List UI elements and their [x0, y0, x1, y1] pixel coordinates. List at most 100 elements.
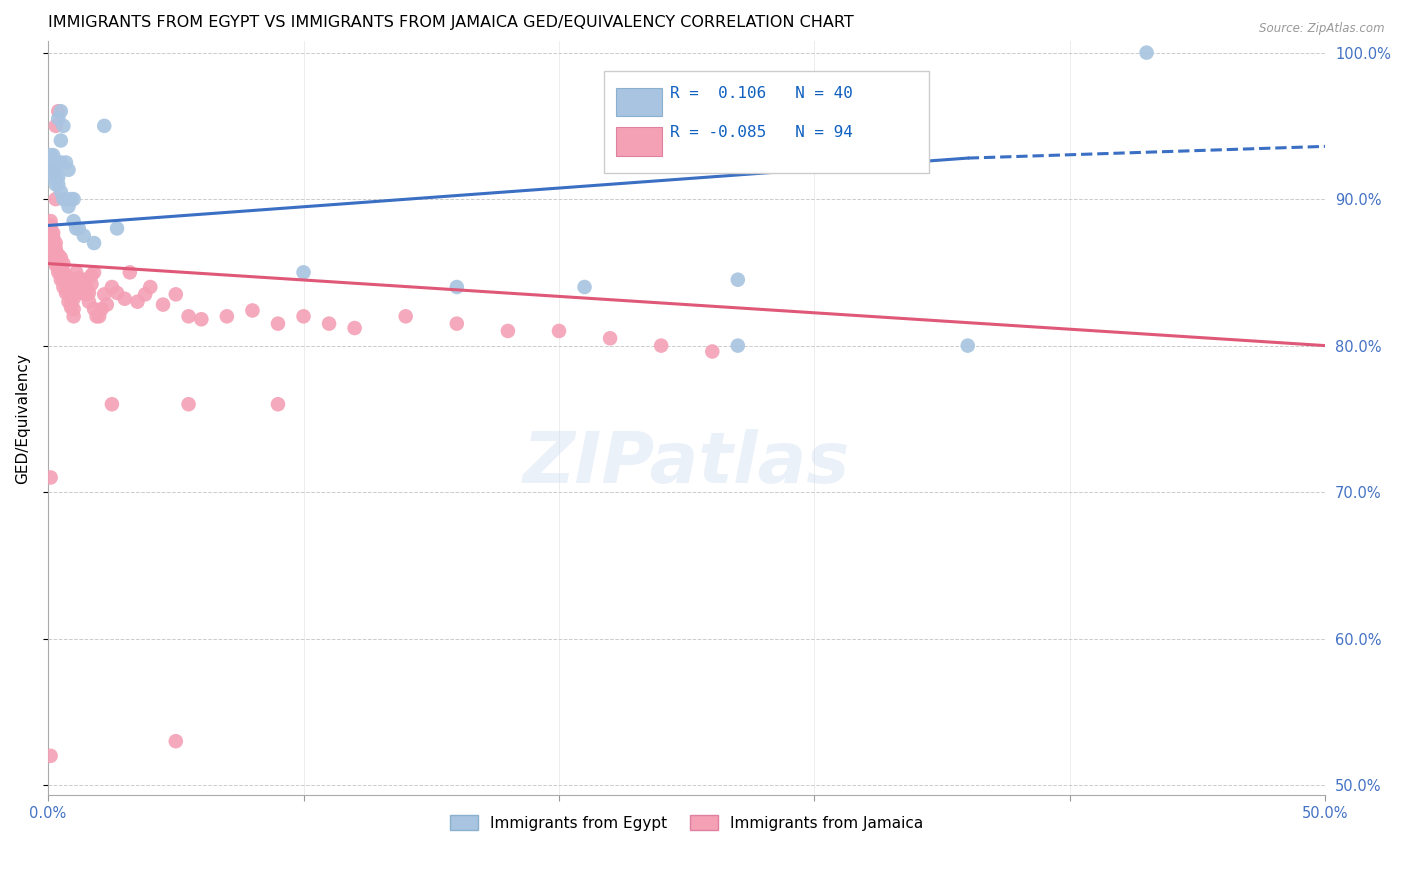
Point — [46, 170, 69, 185]
Point — [45, 258, 67, 272]
Point — [49, 134, 72, 148]
Point — [49, 251, 72, 265]
Point — [39, 162, 62, 177]
Point — [446, 317, 468, 331]
Point — [65, 221, 87, 235]
Point — [55, 285, 77, 300]
Point — [177, 310, 200, 324]
Point — [46, 260, 69, 274]
Point — [96, 297, 118, 311]
Point — [42, 244, 65, 258]
Point — [58, 285, 80, 300]
Y-axis label: GED/Equivalency: GED/Equivalency — [15, 352, 30, 483]
Point — [62, 310, 84, 324]
Point — [45, 246, 67, 260]
Point — [46, 112, 69, 126]
Point — [46, 265, 69, 279]
Point — [62, 283, 84, 297]
Point — [292, 310, 315, 324]
FancyBboxPatch shape — [616, 127, 662, 155]
Point — [105, 221, 128, 235]
Point — [58, 277, 80, 291]
Point — [46, 104, 69, 119]
Point — [496, 324, 519, 338]
Point — [42, 251, 65, 265]
Point — [727, 273, 749, 287]
Point — [39, 148, 62, 162]
Point — [49, 185, 72, 199]
Point — [101, 280, 124, 294]
Point — [395, 310, 418, 324]
Text: IMMIGRANTS FROM EGYPT VS IMMIGRANTS FROM JAMAICA GED/EQUIVALENCY CORRELATION CHA: IMMIGRANTS FROM EGYPT VS IMMIGRANTS FROM… — [48, 15, 853, 30]
Point — [39, 224, 62, 238]
Point — [446, 280, 468, 294]
Point — [60, 301, 83, 315]
Point — [49, 155, 72, 169]
Point — [77, 294, 100, 309]
Point — [727, 338, 749, 352]
Point — [134, 287, 156, 301]
Point — [152, 297, 174, 311]
Point — [45, 155, 67, 169]
Point — [39, 228, 62, 243]
Point — [45, 251, 67, 265]
Point — [60, 292, 83, 306]
Point — [42, 235, 65, 250]
Point — [343, 321, 366, 335]
Point — [42, 170, 65, 185]
Point — [80, 277, 103, 291]
Point — [67, 221, 90, 235]
Point — [105, 285, 128, 300]
Point — [52, 265, 75, 279]
Point — [42, 230, 65, 244]
Text: ZIPatlas: ZIPatlas — [523, 429, 851, 498]
Point — [45, 119, 67, 133]
Point — [73, 228, 96, 243]
Point — [46, 253, 69, 268]
Point — [73, 273, 96, 287]
FancyBboxPatch shape — [603, 71, 929, 173]
Point — [165, 287, 187, 301]
Point — [58, 162, 80, 177]
Point — [650, 338, 672, 352]
Point — [45, 162, 67, 177]
Point — [55, 192, 77, 206]
Point — [101, 397, 124, 411]
Point — [62, 301, 84, 316]
Point — [60, 192, 83, 206]
Point — [42, 162, 65, 177]
Point — [42, 148, 65, 162]
Point — [39, 470, 62, 484]
Point — [75, 287, 97, 301]
Point — [52, 256, 75, 270]
Point — [83, 235, 105, 250]
Point — [42, 226, 65, 240]
Point — [139, 280, 162, 294]
Point — [83, 265, 105, 279]
Point — [65, 265, 87, 279]
Point — [49, 258, 72, 272]
Point — [45, 192, 67, 206]
Point — [67, 280, 90, 294]
Point — [42, 248, 65, 262]
Point — [83, 301, 105, 316]
FancyBboxPatch shape — [616, 87, 662, 116]
Point — [49, 273, 72, 287]
Point — [93, 119, 115, 133]
Point — [75, 280, 97, 294]
Point — [190, 312, 212, 326]
Text: R = -0.085   N = 94: R = -0.085 N = 94 — [671, 126, 853, 140]
Point — [127, 294, 149, 309]
Point — [45, 235, 67, 250]
Point — [62, 214, 84, 228]
Point — [67, 271, 90, 285]
Point — [77, 285, 100, 300]
Point — [52, 192, 75, 206]
Point — [1135, 45, 1157, 60]
Point — [956, 338, 979, 352]
Point — [39, 155, 62, 169]
Point — [58, 294, 80, 309]
Point — [165, 734, 187, 748]
Point — [242, 303, 264, 318]
Point — [702, 344, 724, 359]
